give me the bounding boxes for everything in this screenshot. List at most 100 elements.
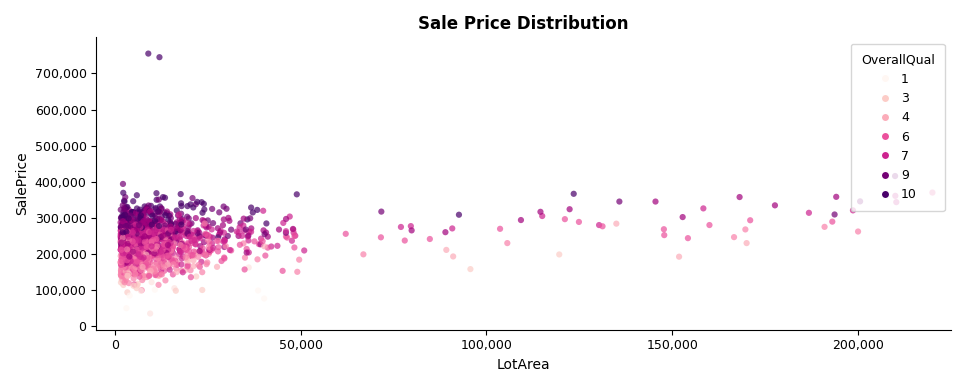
Point (135, 248, 151, 254)
Point (181, 224, 196, 231)
Point (168, 255, 184, 261)
Point (130, 229, 146, 235)
Point (123, 219, 138, 226)
Point (121, 210, 136, 216)
Point (117, 242, 132, 248)
Point (122, 220, 137, 226)
Point (166, 261, 182, 267)
Point (148, 247, 163, 253)
Point (119, 224, 134, 230)
Point (114, 243, 129, 249)
Point (119, 257, 134, 263)
Point (675, 214, 691, 220)
Point (118, 254, 133, 260)
Point (128, 227, 143, 233)
Point (726, 234, 742, 240)
Point (181, 258, 196, 264)
Point (173, 200, 188, 206)
Point (135, 252, 151, 258)
Point (290, 269, 305, 275)
Point (373, 234, 388, 240)
Point (192, 264, 208, 270)
Point (211, 238, 226, 244)
Point (113, 214, 128, 221)
Point (128, 260, 143, 266)
Point (122, 245, 137, 251)
Point (175, 253, 190, 260)
Point (126, 249, 141, 255)
Point (198, 252, 213, 258)
Point (152, 54, 167, 60)
Point (119, 246, 134, 252)
Point (143, 218, 158, 224)
Point (144, 233, 159, 239)
Point (204, 226, 219, 233)
Point (113, 230, 128, 236)
Point (240, 216, 255, 223)
Point (118, 257, 133, 263)
Point (148, 247, 163, 253)
Point (127, 256, 142, 262)
Point (113, 235, 128, 241)
Point (119, 247, 134, 253)
Point (153, 203, 168, 209)
Point (156, 241, 172, 247)
Point (191, 233, 207, 239)
Point (216, 236, 232, 242)
Point (116, 256, 131, 262)
Point (119, 243, 134, 250)
Point (189, 230, 205, 236)
Point (181, 240, 196, 246)
Point (114, 242, 129, 248)
Point (196, 239, 212, 245)
Point (218, 205, 234, 212)
Point (115, 235, 130, 241)
Point (127, 236, 142, 242)
Point (135, 216, 151, 223)
Point (222, 247, 238, 253)
Point (136, 274, 152, 281)
Point (158, 250, 174, 256)
Point (136, 213, 152, 219)
Point (162, 237, 178, 243)
Point (139, 259, 155, 265)
Point (115, 221, 130, 227)
Point (140, 244, 156, 250)
Point (148, 229, 163, 235)
Point (173, 248, 188, 254)
Point (117, 232, 132, 238)
Point (163, 215, 179, 221)
Point (117, 228, 132, 234)
Point (122, 230, 137, 236)
Point (119, 271, 134, 277)
Point (194, 199, 210, 205)
Point (121, 230, 136, 236)
Point (200, 259, 215, 265)
Point (118, 240, 133, 246)
Point (292, 257, 307, 263)
Point (127, 236, 142, 243)
Point (238, 255, 253, 261)
Point (131, 238, 147, 244)
Point (156, 252, 172, 259)
Point (133, 253, 149, 260)
Point (126, 270, 141, 276)
Point (114, 266, 129, 272)
Point (817, 224, 833, 230)
Point (142, 234, 157, 240)
Point (145, 237, 160, 243)
Point (136, 247, 152, 253)
Point (161, 262, 177, 268)
Point (119, 238, 134, 245)
Point (154, 236, 169, 242)
Point (159, 239, 175, 245)
Point (251, 241, 267, 247)
Point (154, 205, 169, 212)
Point (148, 224, 163, 230)
Point (120, 245, 135, 251)
Point (147, 248, 162, 254)
Point (118, 268, 133, 274)
Point (202, 247, 217, 253)
Point (160, 239, 176, 245)
Point (116, 235, 131, 241)
